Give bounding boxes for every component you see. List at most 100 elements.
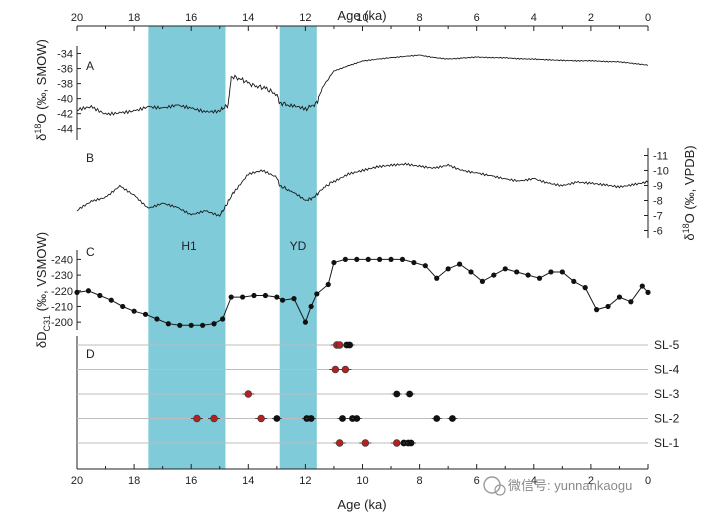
x-tick-label-top: 10 xyxy=(356,12,368,24)
site-label-sl-4: SL-4 xyxy=(654,363,680,377)
x-tick-label-bottom: 2 xyxy=(588,475,594,487)
date-marker-red xyxy=(341,365,350,374)
data-series xyxy=(74,54,651,328)
x-tick-label-bottom: 0 xyxy=(645,475,651,487)
date-marker-red xyxy=(210,414,218,423)
date-marker-red xyxy=(361,439,370,447)
series-line-a xyxy=(76,54,649,117)
x-tick-label-top: 18 xyxy=(128,12,140,24)
data-point-c xyxy=(491,272,497,278)
x-tick-label-bottom: 6 xyxy=(474,475,480,487)
data-point-c xyxy=(514,269,520,275)
data-point-c xyxy=(479,278,486,284)
watermark-text: 微信号: yunnankaogu xyxy=(508,478,632,493)
x-tick-label-bottom: 10 xyxy=(356,475,368,487)
date-marker-red xyxy=(257,414,265,423)
date-marker-black xyxy=(307,415,315,422)
x-tick-label-bottom: 20 xyxy=(71,475,83,487)
site-label-sl-3: SL-3 xyxy=(654,387,680,401)
date-marker-black xyxy=(339,415,346,422)
y-axis-title-a: δ18O (‰, SMOW) xyxy=(33,39,49,141)
x-tick-label-top: 16 xyxy=(185,12,197,24)
data-point-c xyxy=(325,281,331,288)
data-point-c xyxy=(628,299,634,305)
data-point-c xyxy=(239,294,246,300)
data-point-c xyxy=(582,285,588,291)
data-point-c xyxy=(120,303,126,310)
x-tick-label-bottom: 16 xyxy=(185,475,197,487)
date-marker-black xyxy=(407,439,415,447)
data-point-c xyxy=(548,269,554,275)
data-point-c xyxy=(365,256,371,263)
x-tick-label-top: 14 xyxy=(242,12,254,24)
panel-label-c: C xyxy=(86,245,95,259)
y-tick-label-c: -220 xyxy=(51,286,73,298)
date-marker-black xyxy=(273,415,281,422)
data-point-c xyxy=(308,303,314,310)
panel-label-b: B xyxy=(86,151,94,165)
data-point-c xyxy=(445,266,451,272)
data-point-c xyxy=(645,289,651,295)
data-point-c xyxy=(274,294,280,300)
y-tick-label-b: -7 xyxy=(653,211,663,223)
data-point-c xyxy=(536,275,543,281)
y-axis-title-a-sup: 18 xyxy=(33,124,43,134)
x-tick-label-top: 8 xyxy=(417,12,423,24)
data-point-c xyxy=(354,256,360,263)
data-point-c xyxy=(434,275,440,281)
x-tick-label-top: 20 xyxy=(71,12,83,24)
data-point-c xyxy=(377,256,383,263)
data-point-c xyxy=(85,288,92,294)
y-tick-label-b: -9 xyxy=(653,181,663,193)
shaded-band-yd xyxy=(279,26,317,469)
event-label-h1: H1 xyxy=(181,239,197,253)
y-axis-title-c-sub: C31 xyxy=(42,315,52,332)
data-point-c xyxy=(639,283,645,289)
data-point-c xyxy=(211,321,217,327)
y-tick-label-c: -200 xyxy=(51,317,73,329)
y-axis-title-c-main: δD xyxy=(34,331,49,348)
data-point-c xyxy=(74,289,80,295)
data-point-c xyxy=(220,316,226,322)
data-point-c xyxy=(302,319,308,325)
data-point-c xyxy=(399,256,406,263)
y-axis-title-c-tail: (‰, VSMOW) xyxy=(34,232,49,315)
y-tick-label-b: -10 xyxy=(653,166,669,178)
data-point-c xyxy=(468,269,474,275)
data-point-c xyxy=(616,294,623,300)
axes: 2020181816161414121210108866442200-34-36… xyxy=(51,12,680,487)
y-tick-label-b: -11 xyxy=(653,151,668,163)
data-point-c xyxy=(525,272,531,278)
data-point-c xyxy=(188,322,194,328)
y-axis-title-b-sup: 18 xyxy=(681,223,691,233)
x-tick-label-bottom: 4 xyxy=(531,475,537,487)
date-marker-red xyxy=(244,390,253,398)
x-axis-title-bottom: Age (ka) xyxy=(337,497,386,512)
date-marker-black xyxy=(449,415,456,422)
event-label-yd: YD xyxy=(290,239,307,253)
series-line-b xyxy=(76,162,649,218)
data-point-c xyxy=(502,266,508,272)
x-tick-label-top: 12 xyxy=(299,12,311,24)
date-marker-black xyxy=(346,341,354,349)
watermark: 微信号: yunnankaogu xyxy=(483,476,632,496)
y-tick-label-a: -44 xyxy=(57,124,73,136)
date-marker-black xyxy=(393,390,401,398)
y-tick-label-a: -34 xyxy=(57,49,73,61)
data-point-c xyxy=(262,292,269,299)
x-tick-label-bottom: 12 xyxy=(299,475,311,487)
data-point-c xyxy=(605,303,611,310)
x-tick-label-bottom: 18 xyxy=(128,475,140,487)
wechat-logo-icon-inner xyxy=(494,484,506,496)
x-tick-label-top: 0 xyxy=(645,12,651,24)
y-tick-label-b: -8 xyxy=(653,196,663,208)
data-point-c xyxy=(559,269,565,275)
date-marker-black xyxy=(433,415,441,422)
shaded-intervals xyxy=(148,26,317,469)
data-point-c xyxy=(108,297,114,303)
data-point-c xyxy=(177,322,183,328)
x-tick-label-bottom: 14 xyxy=(242,475,254,487)
data-point-c xyxy=(228,294,234,300)
data-point-c xyxy=(456,261,463,267)
